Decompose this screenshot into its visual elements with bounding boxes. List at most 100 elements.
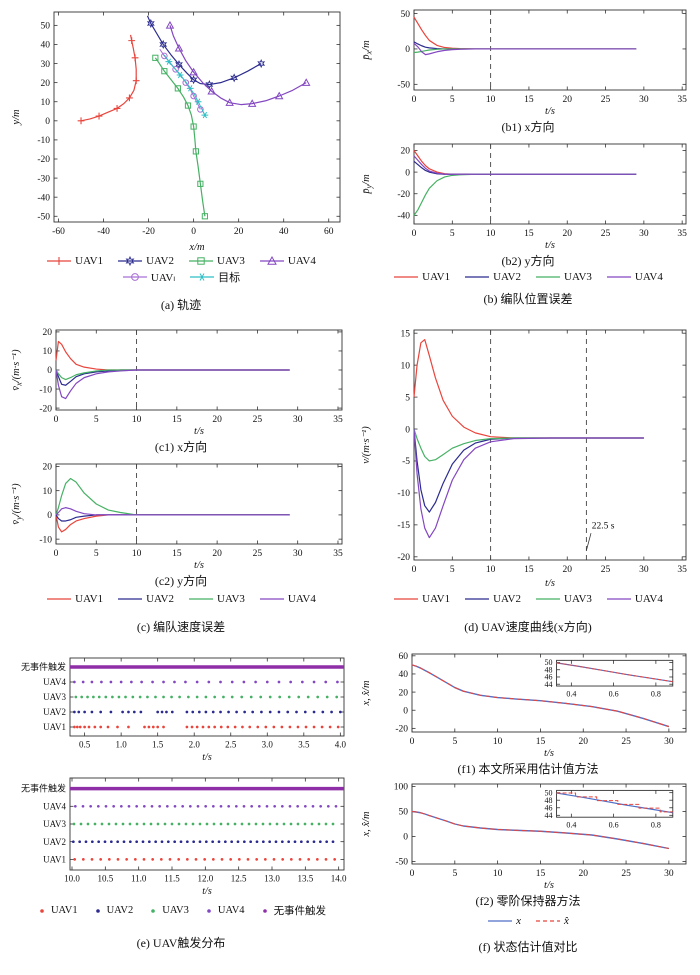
svg-text:5: 5	[450, 95, 455, 105]
svg-text:-20: -20	[39, 404, 52, 414]
caption-b2: (b2) y方向	[501, 254, 555, 268]
triangle-marker-icon	[259, 255, 284, 265]
svg-text:100: 100	[394, 783, 409, 793]
legend-label: UAVₗ	[150, 271, 176, 284]
legend-label: UAV3	[564, 271, 592, 283]
legend-item-UAV3: UAV3	[535, 593, 592, 605]
line-sample-icon	[189, 598, 213, 600]
svg-text:44: 44	[545, 811, 553, 820]
svg-text:35: 35	[677, 229, 687, 239]
chart-f1-estimation-paper-method: 0 5 10 15 20 25 30 -20 0 20 40 60 t/s x, x̂/m 0.4 0.6 0.…	[358, 648, 698, 758]
dot-marker-icon	[95, 908, 100, 913]
svg-text:t/s: t/s	[202, 752, 212, 762]
svg-text:y/m: y/m	[11, 109, 22, 126]
svg-text:0: 0	[45, 117, 50, 127]
legend-label: UAV2	[493, 593, 521, 605]
chart-b1-position-error-x: 0 5 10 15 20 25 30 35 -50 0 50 t/s p̄x/m	[358, 2, 698, 116]
legend-label: UAV3	[162, 905, 189, 916]
legend-e-trigger: UAV1 UAV2 UAV3 UAV4 无事件触发	[8, 902, 354, 919]
svg-text:35: 35	[333, 415, 343, 425]
svg-text:15: 15	[524, 95, 534, 105]
svg-text:t/s: t/s	[194, 560, 204, 570]
caption-e: (e) UAV触发分布	[136, 936, 226, 950]
svg-text:0: 0	[410, 737, 415, 747]
legend-item-UAVₗ: UAVₗ	[122, 271, 175, 284]
line-sample-icon	[394, 598, 419, 600]
svg-text:0: 0	[405, 425, 410, 435]
legend-label: UAV1	[422, 593, 451, 605]
legend-item-UAV2: UAV2	[464, 271, 521, 283]
legend-label: UAV2	[146, 593, 174, 605]
svg-text:UAV4: UAV4	[43, 677, 66, 687]
svg-text:-20: -20	[395, 725, 408, 735]
legend-item-UAV2: UAV2	[117, 593, 174, 605]
legend-item-x: x	[487, 915, 521, 927]
legend-label: UAV4	[217, 905, 245, 916]
svg-text:-40: -40	[397, 212, 410, 222]
line-sample-icon	[606, 276, 631, 278]
line-sample-icon	[606, 598, 631, 600]
caption-b: (b) 编队位置误差	[483, 292, 573, 306]
svg-text:t/s: t/s	[202, 886, 212, 896]
svg-text:p̄x/m: p̄x/m	[361, 40, 374, 61]
svg-text:0: 0	[47, 366, 52, 376]
svg-text:12.5: 12.5	[231, 874, 247, 884]
legend-label: x̂	[564, 915, 569, 927]
svg-text:20: 20	[562, 95, 572, 105]
svg-text:0.6: 0.6	[609, 821, 619, 830]
svg-text:0.6: 0.6	[609, 690, 619, 699]
legend-label: UAV4	[287, 593, 316, 605]
svg-text:UAV4: UAV4	[43, 801, 66, 811]
svg-text:44: 44	[545, 680, 553, 689]
svg-text:20: 20	[234, 227, 244, 237]
legend-label: UAV2	[146, 255, 174, 267]
svg-text:10: 10	[43, 347, 53, 357]
caption-f: (f) 状态估计值对比	[478, 940, 578, 954]
chart-b2-position-error-y: 0 5 10 15 20 25 30 35 -40 -20 0 20 t/s p̄y/m	[358, 136, 698, 250]
svg-text:UAV1: UAV1	[43, 722, 66, 732]
svg-text:UAV1: UAV1	[43, 854, 66, 864]
chart-c1-velocity-error-x: 0 5 10 15 20 25 30 35 -20 -10 0 10 20 t/s v̄x/(m·s⁻¹)	[8, 322, 354, 436]
legend-item-UAV2: UAV2	[92, 905, 133, 917]
line-sample-icon	[536, 920, 560, 922]
svg-text:0: 0	[405, 168, 410, 178]
svg-text:15: 15	[172, 415, 182, 425]
dot-marker-icon	[262, 908, 267, 913]
svg-text:25: 25	[253, 549, 263, 559]
svg-text:5: 5	[452, 737, 457, 747]
svg-text:10: 10	[486, 565, 496, 575]
svg-text:20: 20	[579, 737, 589, 747]
svg-text:50: 50	[401, 10, 411, 20]
svg-text:-20: -20	[397, 553, 410, 563]
svg-text:0: 0	[405, 45, 410, 55]
chart-f2-zero-order-hold-method: 0 5 10 15 20 25 30 -50 0 50 100 t/s x, x̂/m 0.4 0.6 0.8…	[358, 778, 698, 890]
svg-text:10: 10	[132, 549, 142, 559]
legend-item-UAV4: UAV4	[203, 905, 245, 917]
svg-text:0: 0	[412, 565, 417, 575]
svg-text:x, x̂/m: x, x̂/m	[361, 811, 372, 837]
svg-text:UAV2: UAV2	[43, 707, 66, 717]
square-marker-icon	[189, 257, 213, 265]
svg-text:20: 20	[43, 328, 53, 338]
legend-label: 目标	[218, 272, 241, 284]
caption-f1: (f1) 本文所采用估计值方法	[457, 762, 599, 776]
svg-text:25: 25	[601, 565, 611, 575]
svg-text:30: 30	[639, 229, 649, 239]
line-sample-icon	[536, 598, 560, 600]
legend-label: UAV4	[634, 593, 663, 605]
svg-text:35: 35	[677, 95, 687, 105]
line-sample-icon	[536, 276, 560, 278]
legend-b-position-error: UAV1 UAV2 UAV3 UAV4	[358, 270, 698, 284]
svg-text:t/s: t/s	[545, 240, 555, 250]
svg-text:UAV3: UAV3	[43, 819, 66, 829]
svg-text:0: 0	[47, 511, 52, 521]
line-sample-icon	[465, 598, 490, 600]
caption-c2: (c2) y方向	[154, 574, 208, 588]
svg-text:50: 50	[399, 808, 409, 818]
svg-text:v/(m·s⁻¹): v/(m·s⁻¹)	[361, 426, 372, 464]
svg-text:11.0: 11.0	[131, 874, 147, 884]
svg-text:t/s: t/s	[544, 748, 554, 758]
legend-item-UAV2: UAV2	[464, 593, 521, 605]
svg-text:-40: -40	[97, 227, 110, 237]
